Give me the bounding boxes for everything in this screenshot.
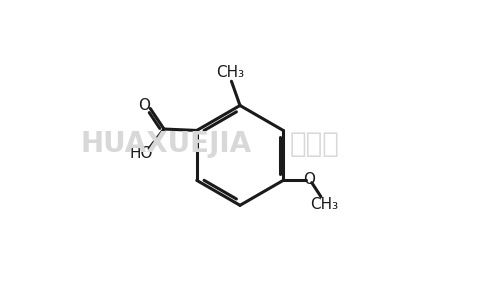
Text: CH₃: CH₃ (216, 65, 244, 80)
Text: HUAXUEJIA: HUAXUEJIA (80, 130, 252, 158)
Text: HO: HO (130, 146, 153, 161)
Text: 化学加: 化学加 (289, 130, 339, 158)
Text: CH₃: CH₃ (310, 197, 338, 212)
Text: O: O (303, 172, 315, 187)
Text: O: O (138, 98, 150, 113)
